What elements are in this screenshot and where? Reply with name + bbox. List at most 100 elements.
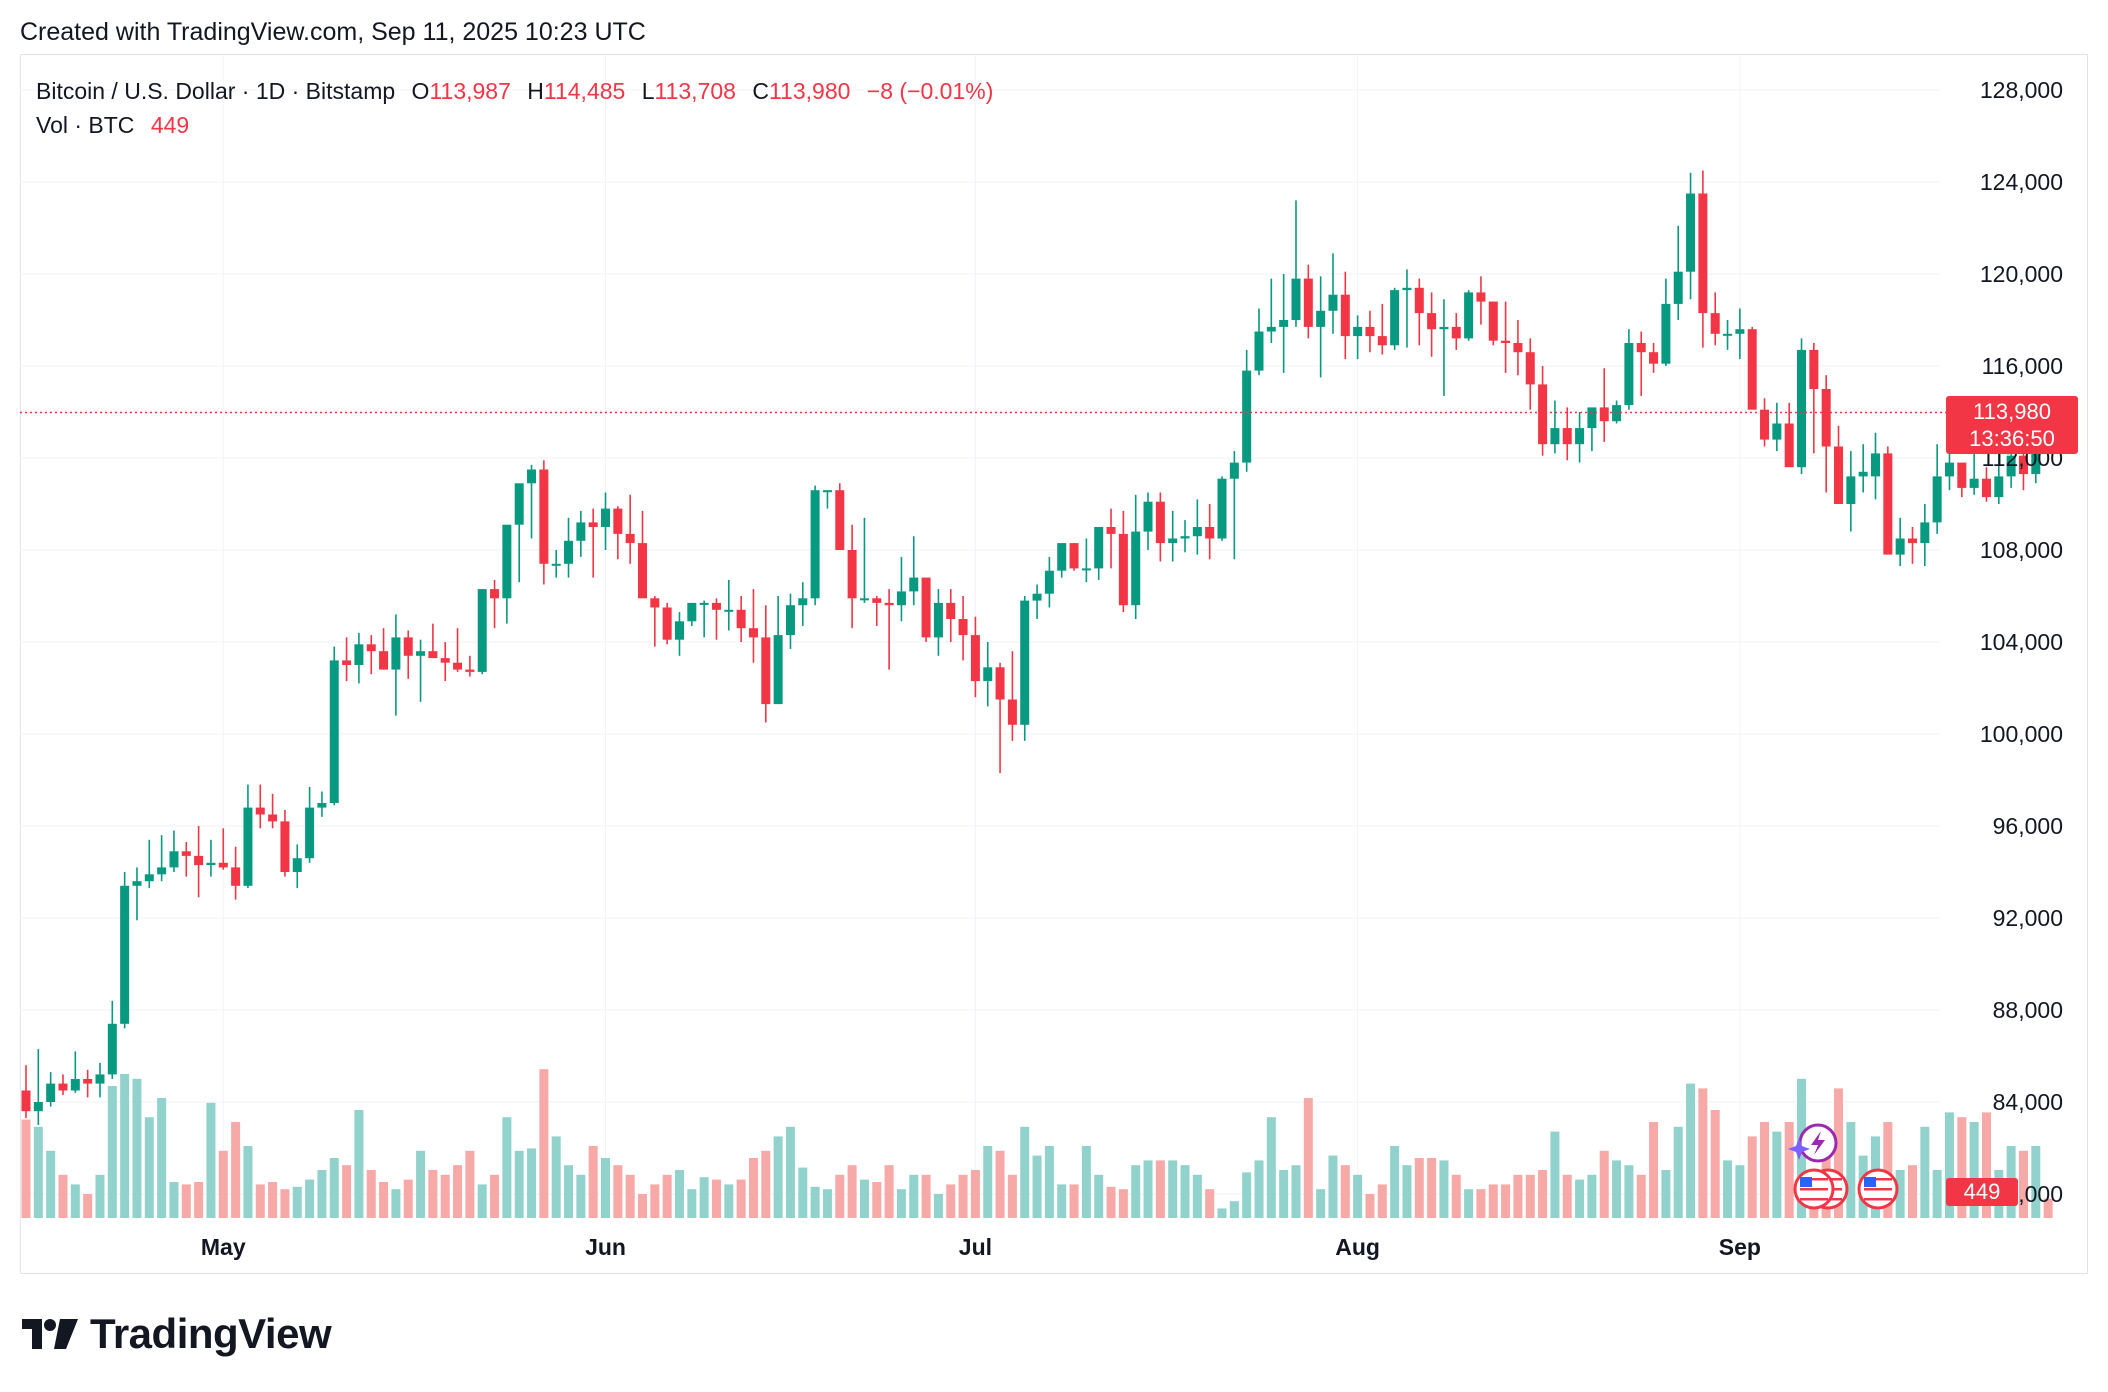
candle-body bbox=[1094, 527, 1104, 569]
candle-body bbox=[1069, 543, 1079, 569]
volume-bar bbox=[736, 1179, 746, 1218]
candle-body bbox=[1920, 522, 1930, 544]
volume-bar bbox=[58, 1174, 68, 1218]
volume-bar bbox=[1118, 1189, 1128, 1218]
volume-bar bbox=[884, 1165, 894, 1218]
volume-bar bbox=[1944, 1112, 1954, 1218]
sparkle-icon bbox=[1788, 1138, 1810, 1160]
candle-body bbox=[1217, 478, 1227, 539]
event-icons[interactable] bbox=[1788, 1123, 1899, 1210]
volume-bar bbox=[1784, 1122, 1794, 1218]
volume-value: 449 bbox=[150, 112, 190, 138]
volume-bar bbox=[1661, 1170, 1671, 1218]
volume-bar bbox=[1242, 1172, 1252, 1218]
volume-bar bbox=[539, 1069, 549, 1218]
volume-bar bbox=[1525, 1174, 1535, 1218]
price-tick-label: 128,000 bbox=[1980, 77, 2063, 103]
volume-bar bbox=[1205, 1189, 1215, 1218]
volume-bar bbox=[1402, 1165, 1412, 1218]
tradingview-logo-icon bbox=[22, 1319, 78, 1349]
last-price-value: 113,980 bbox=[1973, 399, 2051, 424]
candle-body bbox=[946, 602, 956, 619]
volume-bar bbox=[132, 1078, 142, 1218]
candle-body bbox=[1032, 593, 1042, 601]
volume-bar bbox=[1501, 1184, 1511, 1218]
volume-bar bbox=[1353, 1174, 1363, 1218]
candle-body bbox=[1242, 370, 1252, 463]
candle-body bbox=[1414, 287, 1424, 314]
volume-bar bbox=[650, 1184, 660, 1218]
us-flag-event-icon[interactable] bbox=[1793, 1168, 1835, 1210]
candle-body bbox=[625, 533, 635, 544]
candle-body bbox=[884, 602, 894, 606]
volume-bar bbox=[699, 1177, 709, 1218]
candle-body bbox=[1168, 538, 1178, 544]
volume-bar bbox=[1673, 1126, 1683, 1218]
candle-body bbox=[132, 881, 142, 886]
volume-bar bbox=[1439, 1160, 1449, 1218]
candle-body bbox=[1451, 326, 1461, 339]
candle-body bbox=[194, 855, 204, 866]
volume-bar bbox=[1377, 1184, 1387, 1218]
candle-body bbox=[1464, 292, 1474, 339]
candle-body bbox=[1439, 326, 1449, 330]
volume-bar bbox=[1303, 1098, 1313, 1218]
price-tick-label: 104,000 bbox=[1980, 629, 2063, 655]
candle-body bbox=[1760, 409, 1770, 440]
candle-body bbox=[1858, 471, 1868, 477]
candle-body bbox=[218, 862, 228, 868]
volume-bar bbox=[662, 1174, 672, 1218]
price-tick-label: 96,000 bbox=[1993, 813, 2063, 839]
volume-bar bbox=[1920, 1126, 1930, 1218]
volume-bar bbox=[1279, 1170, 1289, 1218]
candle-body bbox=[995, 667, 1005, 700]
high-value: 114,485 bbox=[543, 78, 626, 104]
candle-body bbox=[601, 508, 611, 527]
volume-bar bbox=[1723, 1160, 1733, 1218]
volume-bar bbox=[2031, 1146, 2041, 1218]
volume-bar bbox=[1883, 1122, 1893, 1218]
volume-bar bbox=[1747, 1136, 1757, 1218]
candle-body bbox=[564, 540, 574, 564]
candle-body bbox=[428, 651, 438, 659]
volume-bar bbox=[157, 1098, 167, 1218]
volume-bar bbox=[564, 1165, 574, 1218]
lightning-icon[interactable] bbox=[1798, 1123, 1838, 1163]
volume-bar bbox=[120, 1074, 130, 1218]
volume-bar bbox=[1451, 1174, 1461, 1218]
time-axis[interactable]: May Jun Jul Aug Sep bbox=[201, 1234, 1761, 1260]
candle-body bbox=[317, 803, 327, 808]
volume-bar bbox=[255, 1184, 265, 1218]
candle-body bbox=[1944, 462, 1954, 477]
candle-body bbox=[958, 619, 968, 636]
candle-body bbox=[1994, 476, 2004, 498]
volume-bar bbox=[1106, 1186, 1116, 1218]
time-tick-label: Jun bbox=[585, 1234, 626, 1260]
volume-bar bbox=[490, 1174, 500, 1218]
volume-bar bbox=[1155, 1160, 1165, 1218]
candle-body bbox=[1686, 193, 1696, 272]
volume-bar bbox=[342, 1165, 352, 1218]
volume-bar bbox=[576, 1174, 586, 1218]
symbol-description[interactable]: Bitcoin / U.S. Dollar · 1D · Bitstamp bbox=[36, 78, 396, 104]
price-tick-label: 124,000 bbox=[1980, 169, 2063, 195]
time-tick-label: Sep bbox=[1719, 1234, 1761, 1260]
volume-bar bbox=[1069, 1184, 1079, 1218]
candle-body bbox=[1624, 343, 1634, 406]
volume-bar bbox=[428, 1170, 438, 1218]
volume-bar bbox=[1266, 1117, 1276, 1218]
candle-body bbox=[144, 874, 154, 882]
volume-bar bbox=[1772, 1131, 1782, 1218]
candle-body bbox=[662, 607, 672, 640]
volume-bar bbox=[1094, 1174, 1104, 1218]
legend-ohlc-row: Bitcoin / U.S. Dollar · 1D · Bitstamp O1… bbox=[36, 74, 993, 108]
price-axis[interactable]: 128,000124,000120,000116,000112,000108,0… bbox=[1980, 77, 2063, 1207]
candle-body bbox=[539, 469, 549, 564]
volume-label[interactable]: Vol · BTC bbox=[36, 112, 135, 138]
candle-body bbox=[1895, 538, 1905, 555]
us-flag-event-icon[interactable] bbox=[1857, 1168, 1899, 1210]
candle-body bbox=[761, 637, 771, 705]
candle-body bbox=[120, 885, 130, 1024]
candle-body bbox=[1328, 294, 1338, 311]
